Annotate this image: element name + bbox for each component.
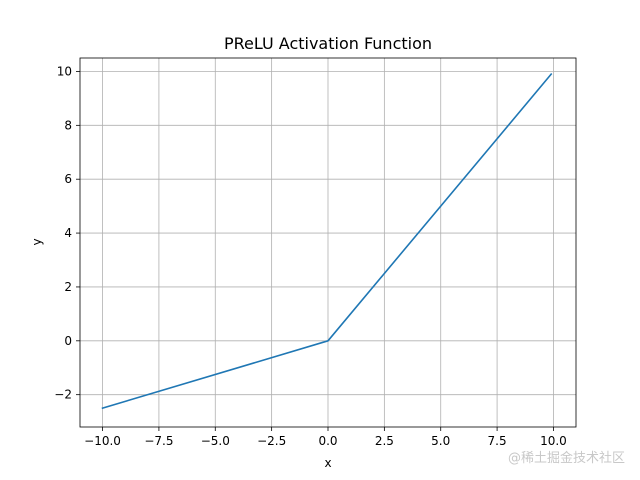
y-tick-label: 2 [64, 280, 72, 294]
y-tick-label: 0 [64, 334, 72, 348]
y-axis-label: y [30, 238, 44, 245]
x-tick-label: 7.5 [488, 434, 507, 448]
y-tick-label: −2 [54, 388, 72, 402]
x-tick-label: 2.5 [375, 434, 394, 448]
x-tick-label: 10.0 [540, 434, 567, 448]
grid [80, 58, 576, 427]
x-tick-label: 5.0 [431, 434, 450, 448]
chart-title: PReLU Activation Function [224, 34, 432, 53]
y-axis: −2 0 2 4 6 8 10 [54, 64, 80, 402]
x-axis-label: x [324, 456, 331, 470]
x-tick-label: −5.0 [201, 434, 230, 448]
x-tick-label: −7.5 [144, 434, 173, 448]
series-layer [101, 73, 553, 410]
y-tick-label: 10 [57, 64, 72, 78]
x-tick-label: −2.5 [257, 434, 286, 448]
y-tick-label: 8 [64, 118, 72, 132]
y-tick-label: 6 [64, 172, 72, 186]
watermark: @稀土掘金技术社区 [508, 450, 625, 466]
series-line [101, 73, 553, 410]
y-tick-label: 4 [64, 226, 72, 240]
x-axis: −10.0 −7.5 −5.0 −2.5 0.0 2.5 5.0 7.5 10.0 [84, 427, 567, 448]
x-tick-label: 0.0 [318, 434, 337, 448]
x-tick-label: −10.0 [84, 434, 121, 448]
